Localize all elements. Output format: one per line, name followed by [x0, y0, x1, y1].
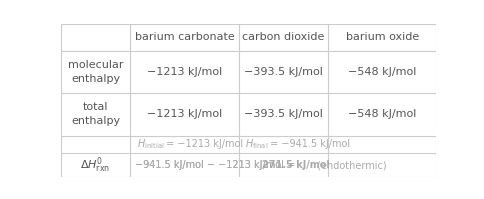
Text: barium carbonate: barium carbonate — [135, 32, 234, 42]
Text: (endothermic): (endothermic) — [314, 160, 386, 170]
Text: −941.5 kJ/mol − −1213 kJ/mol =: −941.5 kJ/mol − −1213 kJ/mol = — [135, 160, 298, 170]
Text: −393.5 kJ/mol: −393.5 kJ/mol — [243, 67, 322, 77]
Text: −1213 kJ/mol: −1213 kJ/mol — [147, 109, 222, 119]
Text: barium oxide: barium oxide — [345, 32, 418, 42]
Text: $\mathit{H}_{\mathrm{final}}$: $\mathit{H}_{\mathrm{final}}$ — [244, 138, 268, 151]
Text: total
enthalpy: total enthalpy — [71, 102, 120, 126]
Text: = −941.5 kJ/mol: = −941.5 kJ/mol — [266, 139, 349, 149]
Text: molecular
enthalpy: molecular enthalpy — [68, 60, 123, 84]
Text: −548 kJ/mol: −548 kJ/mol — [348, 109, 416, 119]
Text: = −1213 kJ/mol: = −1213 kJ/mol — [163, 139, 242, 149]
Text: −941.5 kJ/mol − −1213 kJ/mol =: −941.5 kJ/mol − −1213 kJ/mol = — [135, 160, 298, 170]
Text: −393.5 kJ/mol: −393.5 kJ/mol — [243, 109, 322, 119]
Text: −1213 kJ/mol: −1213 kJ/mol — [147, 67, 222, 77]
Text: $\Delta H^0_{\mathrm{rxn}}$: $\Delta H^0_{\mathrm{rxn}}$ — [80, 155, 110, 175]
Text: carbon dioxide: carbon dioxide — [242, 32, 324, 42]
Text: −548 kJ/mol: −548 kJ/mol — [348, 67, 416, 77]
Text: 271.5 kJ/mol: 271.5 kJ/mol — [261, 160, 329, 170]
Text: $\mathit{H}_{\mathrm{initial}}$: $\mathit{H}_{\mathrm{initial}}$ — [136, 138, 164, 151]
